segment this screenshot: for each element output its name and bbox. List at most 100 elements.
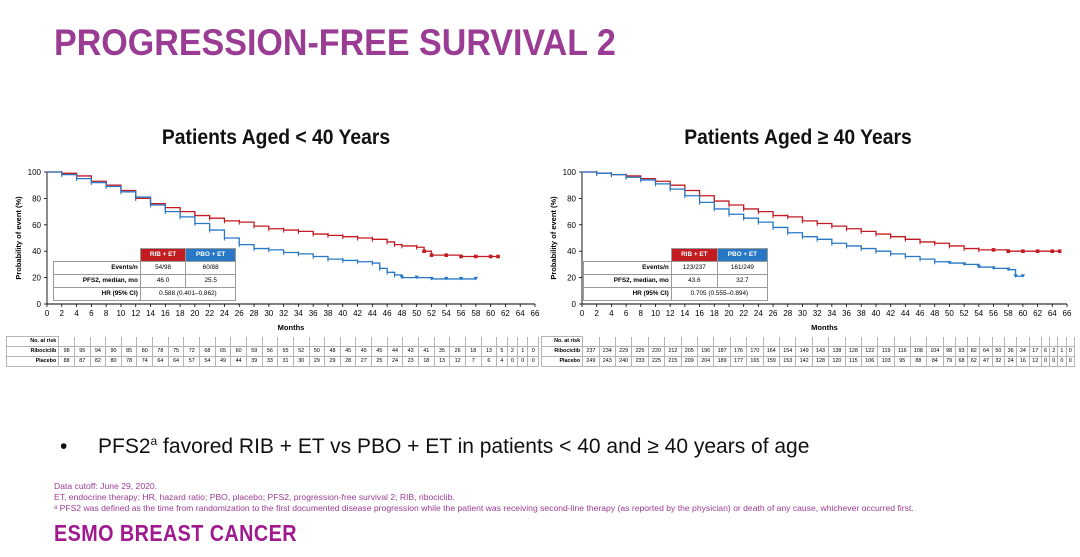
risk-cell: 0 [527, 356, 539, 367]
y-tick-label: 0 [37, 300, 42, 309]
risk-row: Ribociclib 237 234 229 225 220 212 205 196 187 176… [540, 346, 1075, 357]
risk-header-cell [713, 336, 731, 347]
risk-cell: 55 [277, 346, 294, 357]
risk-cell: 229 [614, 346, 633, 357]
stats-label: PFS2, median, mo [583, 274, 672, 288]
risk-cell: 45 [339, 346, 357, 357]
x-tick-label: 32 [279, 309, 288, 318]
risk-header-cell [631, 336, 649, 347]
x-tick-label: 46 [383, 309, 392, 318]
x-tick-label: 22 [739, 309, 748, 318]
risk-header-cell [582, 336, 600, 347]
x-tick-label: 54 [974, 309, 983, 318]
risk-cell: 240 [614, 356, 633, 367]
stats-value-pbo: 161/249 [716, 261, 769, 275]
risk-cell: 60 [230, 346, 247, 357]
risk-header-cell [308, 336, 326, 347]
x-tick-label: 52 [960, 309, 969, 318]
risk-header-cell [371, 336, 388, 347]
risk-header-cell [598, 336, 616, 347]
risk-header-cell [647, 336, 666, 347]
risk-cell: 13 [480, 346, 498, 357]
x-tick-label: 26 [769, 309, 778, 318]
risk-header-cell [664, 336, 682, 347]
risk-cell: 0 [1057, 356, 1067, 367]
risk-cell: 56 [261, 346, 279, 357]
risk-cell: 4 [496, 356, 508, 367]
risk-cell: 54 [199, 356, 216, 367]
risk-header-cell [136, 336, 154, 347]
risk-cell: 233 [631, 356, 649, 367]
risk-cell: 31 [277, 356, 294, 367]
x-tick-label: 40 [338, 309, 347, 318]
risk-header-cell [152, 336, 169, 347]
footnote-cutoff: Data cutoff: June 29, 2020. [54, 481, 158, 491]
risk-cell: 243 [598, 356, 616, 367]
risk-cell: 74 [136, 356, 154, 367]
panel-title-under-40: Patients Aged < 40 Years [161, 126, 391, 149]
x-tick-label: 4 [74, 309, 79, 318]
risk-cell: 234 [598, 346, 616, 357]
risk-cell: 215 [664, 356, 682, 367]
x-tick-label: 0 [45, 309, 50, 318]
slide-title: PROGRESSION-FREE SURVIVAL 2 [54, 22, 616, 63]
risk-header-cell [926, 336, 944, 347]
risk-header-cell [729, 336, 748, 347]
risk-cell: 59 [245, 346, 263, 357]
risk-cell: 78 [152, 346, 169, 357]
risk-cell: 30 [292, 356, 310, 367]
risk-cell: 33 [261, 356, 279, 367]
risk-header-cell [355, 336, 373, 347]
stats-table-40-plus: RIB + ET PBO + ET Events/n 123/237 161/2… [583, 248, 769, 301]
censor-mark-rib [474, 254, 478, 259]
risk-cell: 164 [762, 346, 781, 357]
risk-cell: 72 [183, 346, 201, 357]
risk-cell: 24 [1003, 356, 1018, 367]
brand-logo-text: ESMO BREAST CANCER [54, 520, 297, 546]
x-tick-label: 60 [1018, 309, 1027, 318]
risk-header-cell [861, 336, 879, 347]
censor-mark-rib [488, 254, 493, 259]
stats-header-rib: RIB + ET [139, 248, 187, 262]
censor-mark-pbo [414, 275, 419, 280]
x-tick-label: 20 [190, 309, 199, 318]
y-tick-label: 60 [32, 221, 41, 230]
x-tick-label: 2 [60, 309, 65, 318]
risk-cell: 57 [183, 356, 201, 367]
risk-cell: 106 [861, 356, 879, 367]
x-tick-label: 64 [1048, 309, 1057, 318]
risk-cell: 48 [324, 346, 341, 357]
risk-header-cell [73, 336, 91, 347]
km-curve-rib-et [582, 171, 1060, 252]
x-tick-label: 36 [309, 309, 318, 318]
x-tick-label: 16 [161, 309, 170, 318]
risk-header-cell [1016, 336, 1030, 347]
risk-cell: 165 [746, 356, 764, 367]
risk-cell: 196 [696, 346, 715, 357]
stats-header-rib: RIB + ET [670, 248, 718, 262]
x-tick-label: 2 [594, 309, 599, 318]
x-tick-label: 16 [695, 309, 704, 318]
risk-cell: 153 [779, 356, 797, 367]
x-tick-label: 14 [146, 309, 155, 318]
x-tick-label: 10 [651, 309, 660, 318]
x-tick-label: 62 [501, 309, 510, 318]
risk-cell: 95 [73, 346, 91, 357]
y-tick-label: 80 [32, 194, 41, 203]
risk-cell: 16 [1016, 356, 1030, 367]
key-finding-bullet: • PFS2a favored RIB + ET vs PBO + ET in p… [60, 434, 809, 459]
risk-cell: 68 [199, 346, 216, 357]
censor-mark-pbo [1013, 274, 1018, 278]
censor-mark-rib [1057, 249, 1062, 253]
risk-cell: 64 [152, 356, 169, 367]
stats-label: Events/n [583, 261, 672, 275]
risk-header-cell [120, 336, 138, 347]
x-tick-label: 28 [250, 309, 259, 318]
x-tick-label: 66 [531, 309, 540, 318]
x-tick-label: 44 [901, 309, 910, 318]
stats-value-pbo: 60/88 [185, 261, 236, 275]
y-tick-label: 80 [567, 194, 576, 203]
stats-value-rib: 54/98 [139, 261, 187, 275]
y-axis-label: Probability of event (%) [14, 196, 23, 280]
